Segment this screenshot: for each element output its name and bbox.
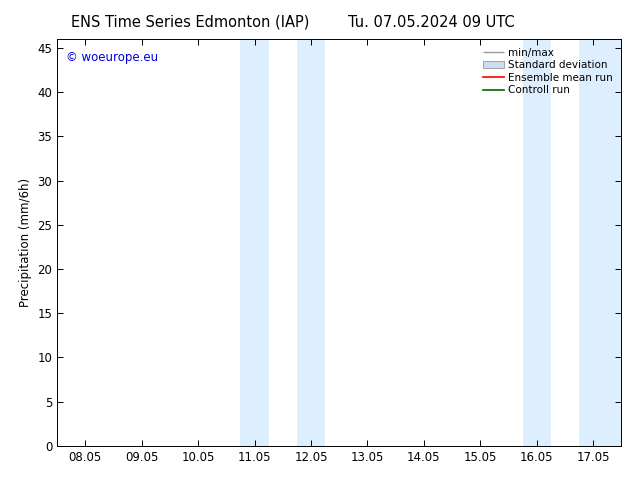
- Y-axis label: Precipitation (mm/6h): Precipitation (mm/6h): [19, 178, 32, 307]
- Text: Tu. 07.05.2024 09 UTC: Tu. 07.05.2024 09 UTC: [348, 15, 514, 30]
- Bar: [297, 39, 325, 446]
- Text: © woeurope.eu: © woeurope.eu: [65, 51, 158, 64]
- Text: ENS Time Series Edmonton (IAP): ENS Time Series Edmonton (IAP): [71, 15, 309, 30]
- Bar: [240, 39, 269, 446]
- Bar: [522, 39, 551, 446]
- Legend: min/max, Standard deviation, Ensemble mean run, Controll run: min/max, Standard deviation, Ensemble me…: [480, 45, 616, 98]
- Bar: [579, 39, 621, 446]
